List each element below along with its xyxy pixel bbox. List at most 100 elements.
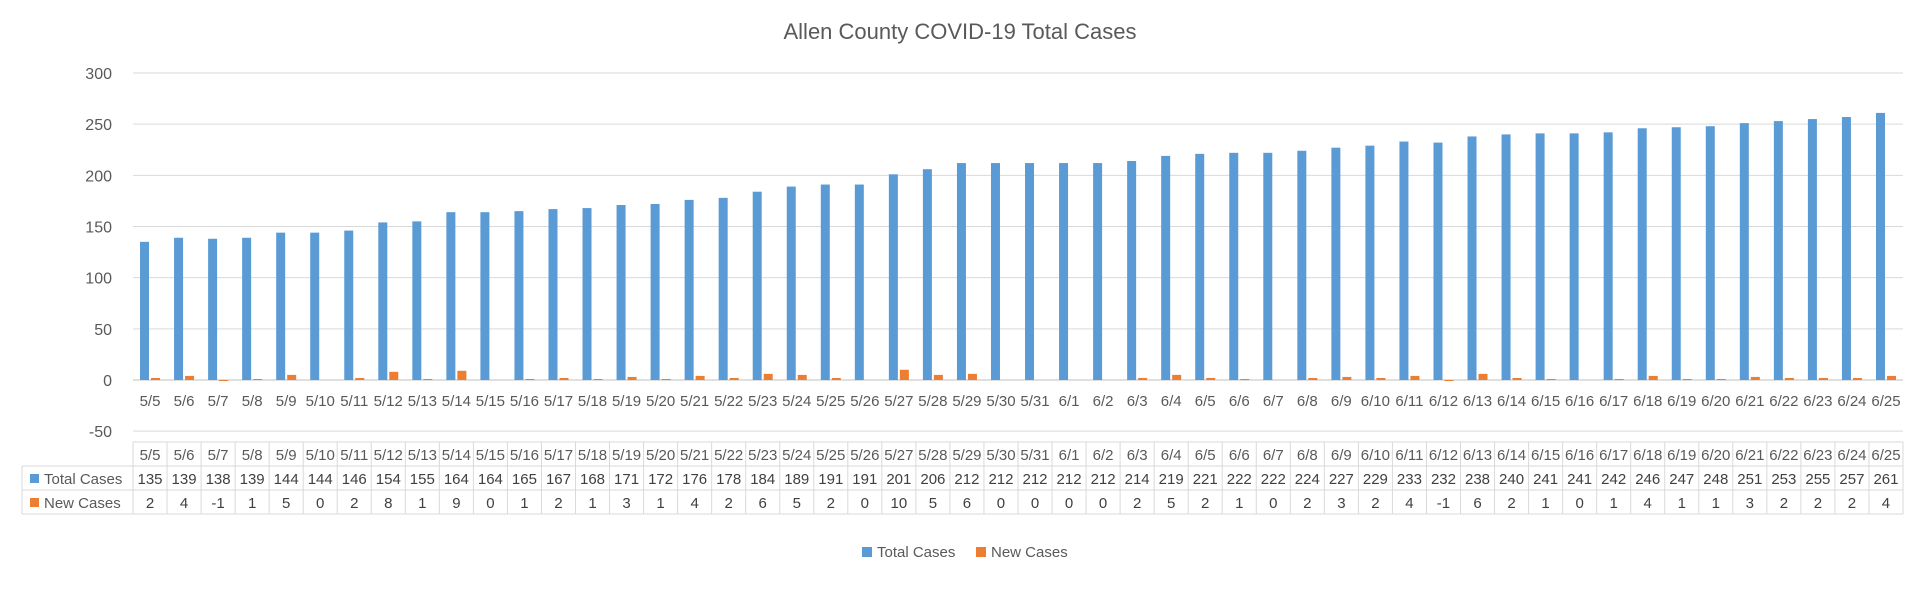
table-header-cell: 6/20 bbox=[1701, 447, 1730, 464]
table-cell: 240 bbox=[1499, 471, 1524, 488]
bar-new-cases bbox=[1206, 377, 1216, 380]
bar-total-cases bbox=[310, 232, 320, 380]
table-header-cell: 5/21 bbox=[680, 447, 709, 464]
legend-label-new-cases: New Cases bbox=[991, 544, 1068, 561]
x-tick-label: 5/17 bbox=[544, 393, 573, 410]
table-cell: 168 bbox=[580, 471, 605, 488]
x-tick-label: 5/22 bbox=[714, 393, 743, 410]
table-cell: 253 bbox=[1771, 471, 1796, 488]
bar-new-cases bbox=[967, 373, 977, 380]
bar-total-cases bbox=[1535, 133, 1545, 380]
table-cell: 0 bbox=[861, 495, 869, 512]
table-header-cell: 5/17 bbox=[544, 447, 573, 464]
table-cell: 2 bbox=[827, 495, 835, 512]
x-tick-label: 5/19 bbox=[612, 393, 641, 410]
x-tick-label: 6/15 bbox=[1531, 393, 1560, 410]
table-header-cell: 6/3 bbox=[1127, 447, 1148, 464]
bar-total-cases bbox=[684, 199, 694, 380]
x-tick-label: 5/31 bbox=[1020, 393, 1049, 410]
bar-new-cases bbox=[1852, 377, 1862, 380]
table-cell: 138 bbox=[206, 471, 231, 488]
table-header-cell: 6/9 bbox=[1331, 447, 1352, 464]
table-header-cell: 6/23 bbox=[1803, 447, 1832, 464]
x-tick-label: 5/7 bbox=[208, 393, 229, 410]
table-header-cell: 5/5 bbox=[140, 447, 161, 464]
bar-total-cases bbox=[1501, 134, 1511, 380]
table-cell: 144 bbox=[308, 471, 333, 488]
table-header-cell: 6/19 bbox=[1667, 447, 1696, 464]
table-cell: 251 bbox=[1737, 471, 1762, 488]
table-header-cell: 6/21 bbox=[1735, 447, 1764, 464]
bar-total-cases bbox=[990, 163, 1000, 380]
bar-total-cases bbox=[480, 212, 490, 380]
table-cell: 2 bbox=[1133, 495, 1141, 512]
table-header-cell: 6/24 bbox=[1837, 447, 1866, 464]
bar-new-cases bbox=[185, 375, 195, 380]
table-cell: 8 bbox=[384, 495, 392, 512]
table-header-cell: 6/4 bbox=[1161, 447, 1182, 464]
bar-new-cases bbox=[219, 380, 229, 382]
bar-new-cases bbox=[1240, 378, 1250, 380]
table-cell: 3 bbox=[1337, 495, 1345, 512]
table-header-cell: 6/8 bbox=[1297, 447, 1318, 464]
x-tick-label: 5/8 bbox=[242, 393, 263, 410]
table-cell: 172 bbox=[648, 471, 673, 488]
table-header-cell: 6/5 bbox=[1195, 447, 1216, 464]
table-cell: 4 bbox=[1405, 495, 1413, 512]
table-header-cell: 5/28 bbox=[918, 447, 947, 464]
table-row-label: New Cases bbox=[44, 495, 121, 512]
x-tick-label: 6/8 bbox=[1297, 393, 1318, 410]
bar-total-cases bbox=[242, 237, 252, 380]
table-cell: 2 bbox=[350, 495, 358, 512]
table-cell: 167 bbox=[546, 471, 571, 488]
table-cell: 0 bbox=[1031, 495, 1039, 512]
table-header-cell: 5/19 bbox=[612, 447, 641, 464]
x-tick-label: 6/4 bbox=[1161, 393, 1182, 410]
x-tick-label: 6/24 bbox=[1837, 393, 1866, 410]
table-cell: 139 bbox=[172, 471, 197, 488]
table-header-cell: 5/14 bbox=[442, 447, 471, 464]
table-cell: 1 bbox=[418, 495, 426, 512]
x-tick-label: 6/7 bbox=[1263, 393, 1284, 410]
table-cell: 6 bbox=[759, 495, 767, 512]
bar-new-cases bbox=[797, 374, 807, 380]
table-cell: 191 bbox=[818, 471, 843, 488]
bar-total-cases bbox=[1569, 133, 1579, 380]
x-tick-label: 5/13 bbox=[408, 393, 437, 410]
bar-total-cases bbox=[1705, 126, 1715, 380]
bar-new-cases bbox=[525, 378, 535, 380]
chart-title: Allen County COVID-19 Total Cases bbox=[784, 19, 1137, 44]
table-header-cell: 5/16 bbox=[510, 447, 539, 464]
legend-swatch-new-cases bbox=[976, 547, 986, 557]
table-cell: 227 bbox=[1329, 471, 1354, 488]
table-cell: 212 bbox=[1023, 471, 1048, 488]
bar-new-cases bbox=[559, 377, 569, 380]
bar-total-cases bbox=[412, 221, 422, 380]
x-tick-label: 5/6 bbox=[174, 393, 195, 410]
bar-new-cases bbox=[1716, 378, 1726, 380]
table-cell: 0 bbox=[1099, 495, 1107, 512]
table-header-cell: 5/7 bbox=[208, 447, 229, 464]
table-header-cell: 6/25 bbox=[1871, 447, 1900, 464]
x-tick-label: 5/29 bbox=[952, 393, 981, 410]
bar-total-cases bbox=[1127, 161, 1137, 380]
table-cell: 0 bbox=[997, 495, 1005, 512]
x-tick-label: 6/3 bbox=[1127, 393, 1148, 410]
table-header-cell: 5/11 bbox=[340, 447, 368, 464]
bar-total-cases bbox=[1331, 147, 1341, 380]
bar-total-cases bbox=[548, 209, 558, 380]
bar-new-cases bbox=[1818, 377, 1828, 380]
table-cell: 0 bbox=[316, 495, 324, 512]
y-tick-label: -50 bbox=[89, 424, 112, 441]
bar-new-cases bbox=[729, 377, 739, 380]
bar-new-cases bbox=[151, 377, 161, 380]
bar-total-cases bbox=[1399, 141, 1409, 380]
table-cell: 4 bbox=[180, 495, 188, 512]
bar-total-cases bbox=[922, 169, 932, 380]
table-cell: 1 bbox=[1712, 495, 1720, 512]
table-header-cell: 5/9 bbox=[276, 447, 297, 464]
x-tick-label: 5/26 bbox=[850, 393, 879, 410]
table-cell: 201 bbox=[886, 471, 911, 488]
bar-total-cases bbox=[1603, 132, 1613, 380]
